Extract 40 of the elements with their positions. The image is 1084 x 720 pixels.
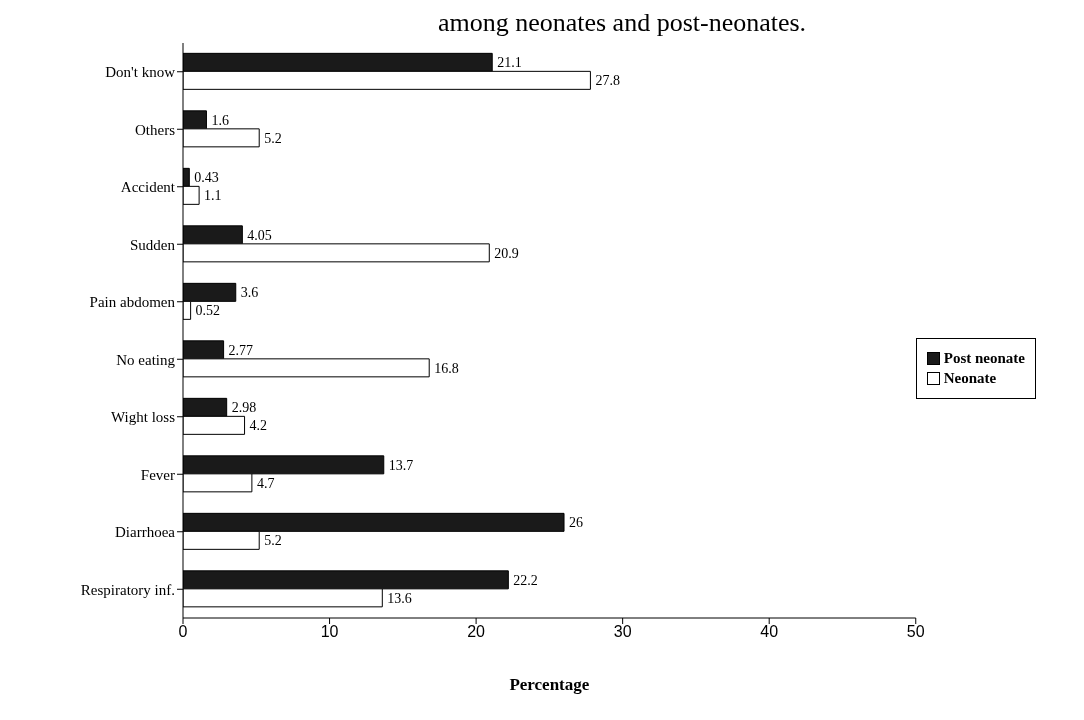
data-label: 5.2 [264, 533, 282, 549]
chart-title: among neonates and post-neonates. [436, 8, 808, 38]
y-tick-label: Respiratory inf. [80, 581, 175, 598]
data-label: 2.98 [231, 400, 257, 416]
data-label: 22.2 [513, 572, 538, 588]
x-tick-label: 40 [760, 623, 779, 641]
y-tick-label: Sudden [130, 236, 176, 253]
data-label: 4.05 [247, 227, 272, 243]
data-label: 2.77 [228, 342, 254, 358]
legend-label: Post neonate [943, 349, 1025, 367]
data-label: 5.2 [264, 130, 282, 146]
y-tick-label: Don't know [105, 64, 176, 81]
y-tick-label: Fever [140, 466, 175, 483]
x-tick-label: 30 [613, 623, 632, 641]
y-tick-label: Others [135, 121, 176, 138]
data-label: 27.8 [595, 73, 620, 89]
data-label: 1.6 [211, 112, 229, 128]
x-tick-label: 0 [178, 623, 188, 641]
data-label: 3.6 [240, 285, 259, 301]
data-label: 13.7 [388, 457, 414, 473]
legend-label: Neonate [943, 369, 997, 387]
x-axis-title: Percentage [509, 675, 590, 695]
y-tick-label: Accident [120, 179, 176, 196]
data-label: 4.2 [249, 418, 268, 434]
x-tick-label: 50 [906, 623, 925, 641]
y-tick-label: Pain abdomen [89, 294, 176, 311]
data-label: 26 [569, 515, 584, 531]
data-label: 0.43 [194, 170, 219, 186]
x-tick-label: 20 [467, 623, 486, 641]
data-label: 21.1 [497, 55, 522, 71]
y-tick-label: Wight loss [111, 409, 176, 426]
data-label: 0.52 [195, 303, 221, 319]
data-label: 13.6 [387, 590, 412, 606]
y-tick-label: Diarrhoea [115, 524, 176, 541]
data-label: 1.1 [204, 188, 222, 204]
data-label: 20.9 [494, 245, 519, 261]
y-tick-label: No eating [116, 351, 176, 368]
data-label: 4.7 [256, 475, 275, 491]
x-tick-label: 10 [320, 623, 339, 641]
data-label: 16.8 [434, 360, 459, 376]
